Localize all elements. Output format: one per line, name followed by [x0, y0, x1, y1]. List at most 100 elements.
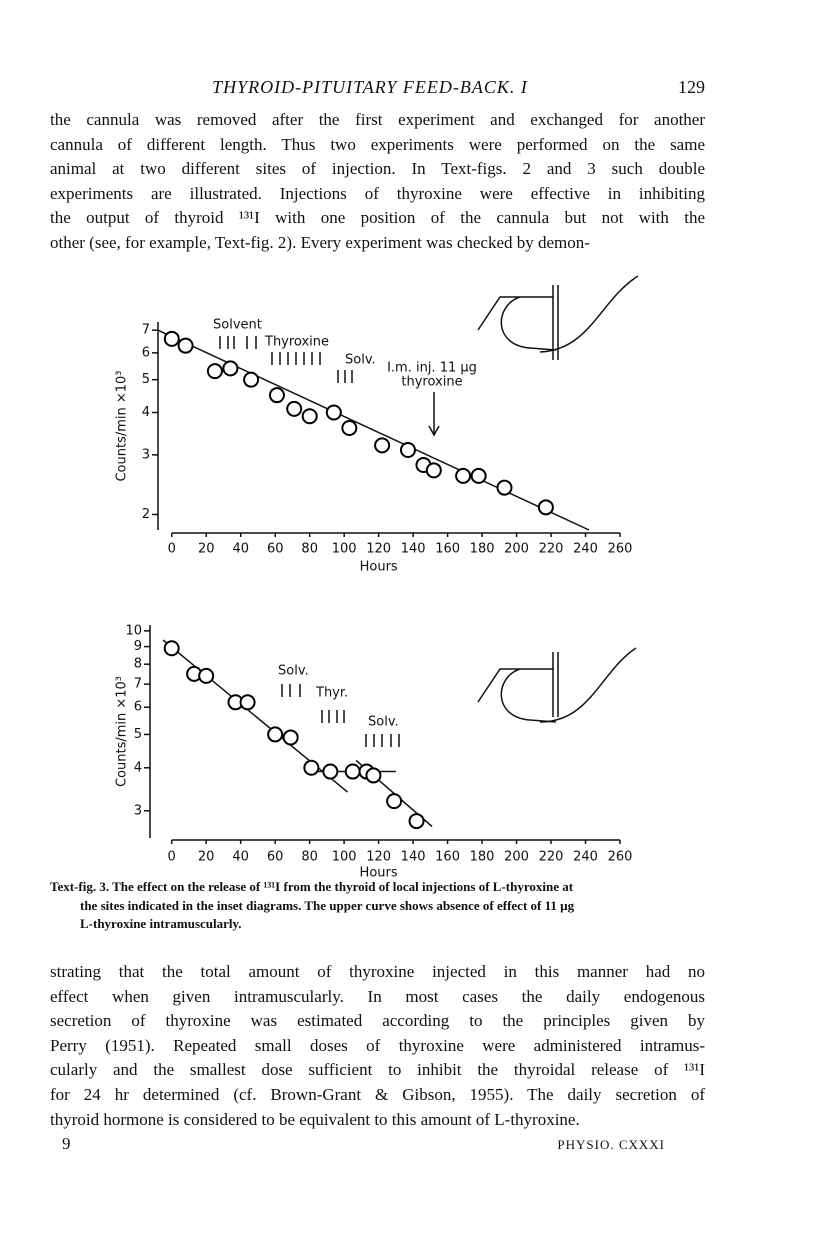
- annotation: Solv.: [368, 715, 399, 730]
- data-point: [341, 420, 358, 437]
- data-point: [222, 360, 239, 377]
- y-axis-label: Counts/min ×10³: [115, 676, 130, 787]
- text-line: the cannula was removed after the first …: [50, 110, 705, 129]
- text-line: thyroid hormone is considered to be equi…: [50, 1109, 580, 1129]
- x-tick-label: 160: [435, 542, 460, 557]
- text-line: Perry (1951). Repeated small doses of th…: [50, 1035, 705, 1055]
- data-point: [303, 759, 320, 776]
- running-title: THYROID-PITUITARY FEED-BACK. I: [212, 77, 528, 97]
- data-point: [374, 437, 391, 454]
- text-line: effect when given intramuscularly. In mo…: [50, 986, 705, 1006]
- x-tick-label: 20: [198, 542, 215, 557]
- x-tick-label: 260: [608, 850, 633, 865]
- x-tick-label: 200: [504, 542, 529, 557]
- data-point: [496, 479, 513, 496]
- caption-line: L-thyroxine intramuscularly.: [80, 916, 242, 931]
- y-tick-label: 7: [134, 677, 142, 692]
- annotation: Solv.: [278, 664, 309, 679]
- data-point: [537, 499, 554, 516]
- y-tick-label: 8: [134, 657, 142, 672]
- x-tick-label: 100: [332, 542, 357, 557]
- data-point: [206, 363, 223, 380]
- data-point: [322, 763, 339, 780]
- y-tick-label: 2: [142, 507, 150, 522]
- text-line: animal at two different sites of injecti…: [50, 159, 705, 179]
- caption-line: Text-fig. 3. The effect on the release o…: [50, 879, 574, 894]
- annotation: thyroxine: [401, 375, 462, 390]
- y-tick-label: 10: [125, 623, 142, 638]
- page-number: 129: [678, 77, 705, 97]
- x-axis-label: Hours: [360, 560, 398, 575]
- data-point: [399, 442, 416, 459]
- fit-line: [162, 639, 349, 793]
- data-point: [163, 640, 180, 657]
- data-point: [163, 330, 180, 347]
- caption-line: the sites indicated in the inset diagram…: [80, 897, 575, 913]
- x-tick-label: 20: [198, 850, 215, 865]
- x-tick-label: 240: [573, 850, 598, 865]
- annotation: Solvent: [213, 318, 262, 333]
- x-axis-label: Hours: [360, 866, 398, 881]
- annotation: Thyr.: [315, 686, 348, 701]
- y-tick-label: 6: [142, 345, 150, 360]
- x-tick-label: 180: [470, 542, 495, 557]
- data-point: [408, 813, 425, 830]
- data-point: [286, 400, 303, 417]
- annotation: Thyroxine: [264, 335, 329, 350]
- text-line: for 24 hr determined (cf. Brown-Grant & …: [50, 1085, 705, 1104]
- y-tick-label: 3: [142, 447, 150, 462]
- data-point: [177, 337, 194, 354]
- x-tick-label: 260: [608, 542, 633, 557]
- x-tick-label: 40: [232, 850, 249, 865]
- text-line: other (see, for example, Text-fig. 2). E…: [50, 233, 590, 252]
- x-tick-label: 220: [539, 542, 564, 557]
- data-point: [386, 793, 403, 810]
- x-tick-label: 40: [232, 542, 249, 557]
- text-line: experiments are illustrated. Injections …: [50, 183, 705, 203]
- x-tick-label: 60: [267, 850, 284, 865]
- y-tick-label: 7: [142, 323, 150, 338]
- x-tick-label: 80: [301, 850, 318, 865]
- y-tick-label: 5: [142, 372, 150, 387]
- annotation: Solv.: [345, 353, 376, 368]
- x-tick-label: 0: [168, 542, 176, 557]
- footer-right: PHYSIO. CXXXI: [557, 1137, 665, 1152]
- data-point: [268, 387, 285, 404]
- y-tick-label: 5: [134, 727, 142, 742]
- data-point: [470, 467, 487, 484]
- x-tick-label: 100: [332, 850, 357, 865]
- data-point: [243, 371, 260, 388]
- x-tick-label: 240: [573, 542, 598, 557]
- y-tick-label: 6: [134, 700, 142, 715]
- data-point: [455, 467, 472, 484]
- x-tick-label: 140: [401, 542, 426, 557]
- data-point: [267, 726, 284, 743]
- y-tick-label: 4: [142, 405, 150, 420]
- x-tick-label: 120: [366, 542, 391, 557]
- x-tick-label: 80: [301, 542, 318, 557]
- data-point: [325, 404, 342, 421]
- x-tick-label: 140: [401, 850, 426, 865]
- x-tick-label: 180: [470, 850, 495, 865]
- data-point: [425, 462, 442, 479]
- x-tick-label: 220: [539, 850, 564, 865]
- inset-diagram: [477, 647, 637, 723]
- y-axis-label: Counts/min ×10³: [115, 370, 130, 481]
- x-tick-label: 120: [366, 850, 391, 865]
- x-tick-label: 200: [504, 850, 529, 865]
- y-tick-label: 9: [134, 639, 142, 654]
- x-tick-label: 60: [267, 542, 284, 557]
- data-point: [239, 694, 256, 711]
- text-line: cularly and the smallest dose sufficient…: [50, 1060, 705, 1080]
- x-tick-label: 0: [168, 850, 176, 865]
- text-line: cannula of different length. Thus two ex…: [50, 134, 705, 154]
- injection-arrow: [428, 392, 440, 437]
- x-tick-label: 160: [435, 850, 460, 865]
- data-point: [301, 408, 318, 425]
- text-line: strating that the total amount of thyrox…: [50, 962, 705, 981]
- inset-diagram: [477, 275, 639, 360]
- annotation: I.m. inj. 11 µg: [387, 361, 477, 376]
- text-line: secretion of thyroxine was estimated acc…: [50, 1011, 705, 1031]
